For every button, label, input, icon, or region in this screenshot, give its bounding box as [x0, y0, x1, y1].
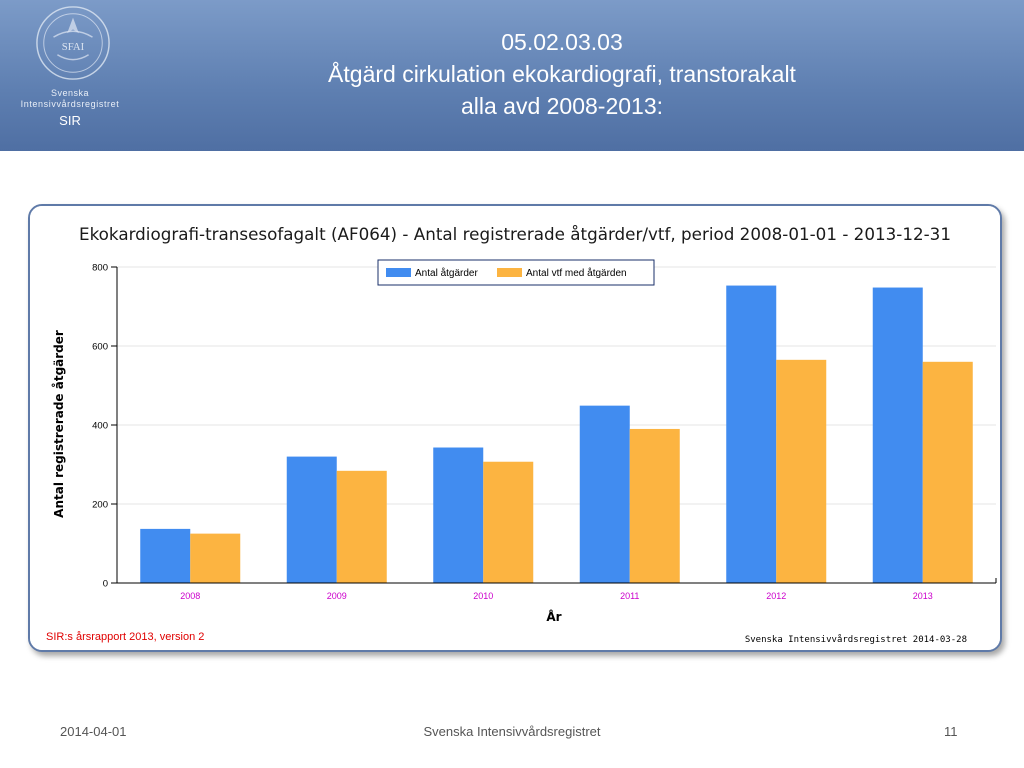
bar-antal-atgarder-2010 — [433, 447, 484, 583]
footer-date: 2014-04-01 — [60, 724, 127, 739]
bar-antal-vtf-2013 — [922, 361, 973, 583]
slide-title-line-2: Åtgärd cirkulation ekokardiografi, trans… — [328, 61, 796, 87]
logo-sir: SIR — [59, 113, 81, 128]
bar-layer — [140, 285, 973, 583]
slide-title: 05.02.03.03 Åtgärd cirkulation ekokardio… — [140, 26, 984, 122]
logo-line1: Svenska — [50, 88, 90, 98]
legend-label-1: Antal åtgärder — [415, 267, 478, 279]
footer-page-number: 11 — [944, 724, 958, 739]
bar-antal-atgarder-2013 — [872, 287, 923, 583]
x-tick-label: 2010 — [473, 591, 493, 601]
bar-antal-vtf-2011 — [629, 428, 680, 583]
y-tick-label: 200 — [92, 500, 108, 511]
y-tick-label: 400 — [92, 421, 108, 432]
bar-chart: Ekokardiografi-transesofagalt (AF064) - … — [30, 206, 1000, 650]
y-tick-label: 0 — [103, 579, 108, 590]
seal-icon: SFAI — [36, 6, 110, 80]
y-axis-label: Antal registrerade åtgärder — [52, 330, 66, 518]
legend-swatch-1 — [386, 268, 411, 277]
slide-title-line-3: alla avd 2008-2013: — [460, 93, 664, 119]
legend: Antal åtgärder Antal vtf med åtgärden — [377, 259, 655, 286]
bar-antal-atgarder-2009 — [286, 456, 337, 583]
x-tick-label: 2012 — [766, 591, 786, 601]
chart-card: Ekokardiografi-transesofagalt (AF064) - … — [28, 204, 1002, 652]
bar-antal-atgarder-2012 — [726, 285, 777, 583]
bar-antal-atgarder-2011 — [579, 405, 630, 583]
logo-line2: Intensivvårdsregistret — [20, 99, 120, 109]
bar-antal-atgarder-2008 — [140, 528, 191, 583]
source-right: Svenska Intensivvårdsregistret 2014-03-2… — [745, 634, 967, 645]
bar-antal-vtf-2009 — [336, 470, 387, 583]
bar-antal-vtf-2010 — [483, 461, 534, 583]
chart-title: Ekokardiografi-transesofagalt (AF064) - … — [79, 225, 951, 244]
source-left: SIR:s årsrapport 2013, version 2 — [46, 631, 204, 643]
footer-organization: Svenska Intensivvårdsregistret — [423, 724, 601, 739]
x-tick-label: 2008 — [180, 591, 200, 601]
bar-antal-vtf-2008 — [190, 533, 241, 583]
legend-swatch-2 — [497, 268, 522, 277]
bar-antal-vtf-2012 — [776, 359, 827, 583]
sir-logo: SFAI Svenska Intensivvårdsregistret SIR — [0, 0, 140, 151]
slide-header: SFAI Svenska Intensivvårdsregistret SIR … — [0, 0, 1024, 151]
seal-text: SFAI — [62, 41, 85, 53]
legend-label-2: Antal vtf med åtgärden — [526, 267, 627, 279]
x-axis-label: År — [546, 609, 561, 624]
x-tick-label: 2009 — [327, 591, 347, 601]
x-tick-label: 2013 — [913, 591, 933, 601]
y-tick-label: 600 — [92, 342, 108, 353]
slide-title-line-1: 05.02.03.03 — [501, 29, 623, 55]
x-tick-label: 2011 — [620, 591, 639, 601]
axis-layer: 0 200 400 600 800 2008 2009 2010 2011 2012 2013 — [92, 263, 997, 601]
y-tick-label: 800 — [92, 263, 108, 274]
